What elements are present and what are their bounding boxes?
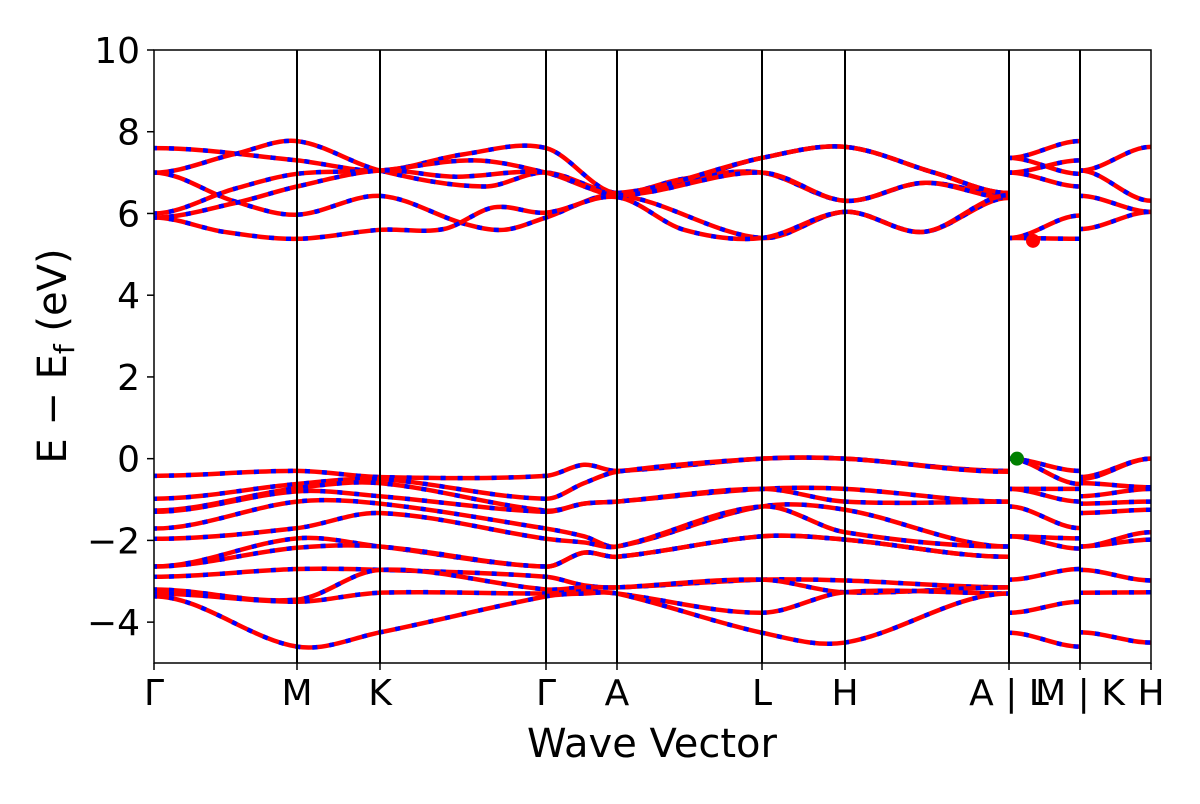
y-axis-label: E − Ef (eV) (30, 248, 81, 463)
markers-layer (1010, 234, 1040, 466)
x-tick-label: M | K (1035, 673, 1126, 714)
bands-layer (154, 141, 1151, 648)
x-tick-label: Γ (536, 673, 556, 714)
y-tick-label: 10 (94, 31, 140, 72)
y-tick-label: 2 (117, 358, 140, 399)
x-tick-label: L (752, 673, 772, 714)
y-axis-ticks: −4 −2 0 2 4 6 8 10 (87, 31, 154, 644)
band-line-solid (1009, 216, 1080, 238)
x-tick-label: H (831, 673, 858, 714)
x-tick-label: Γ (144, 673, 164, 714)
y-tick-label: 6 (117, 194, 140, 235)
band-line-solid (1009, 506, 1080, 528)
band-line-solid (154, 569, 1009, 588)
x-tick-label: H (1137, 673, 1164, 714)
y-tick-label: 4 (117, 276, 140, 317)
y-tick-label: −4 (87, 603, 140, 644)
vbm-marker (1010, 452, 1024, 466)
x-axis-label: Wave Vector (527, 721, 778, 767)
x-tick-label: K (368, 673, 393, 714)
x-tick-label: A (605, 673, 630, 714)
band-line-solid (1080, 147, 1151, 171)
y-tick-label: 8 (117, 113, 140, 154)
x-tick-label: M (281, 673, 312, 714)
band-line-solid (154, 195, 1009, 239)
cbm-marker (1026, 234, 1040, 248)
y-tick-label: −2 (87, 521, 140, 562)
band-line-solid (1080, 459, 1151, 479)
y-tick-label: 0 (117, 440, 140, 481)
